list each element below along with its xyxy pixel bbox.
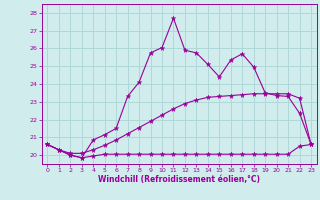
X-axis label: Windchill (Refroidissement éolien,°C): Windchill (Refroidissement éolien,°C)	[98, 175, 260, 184]
